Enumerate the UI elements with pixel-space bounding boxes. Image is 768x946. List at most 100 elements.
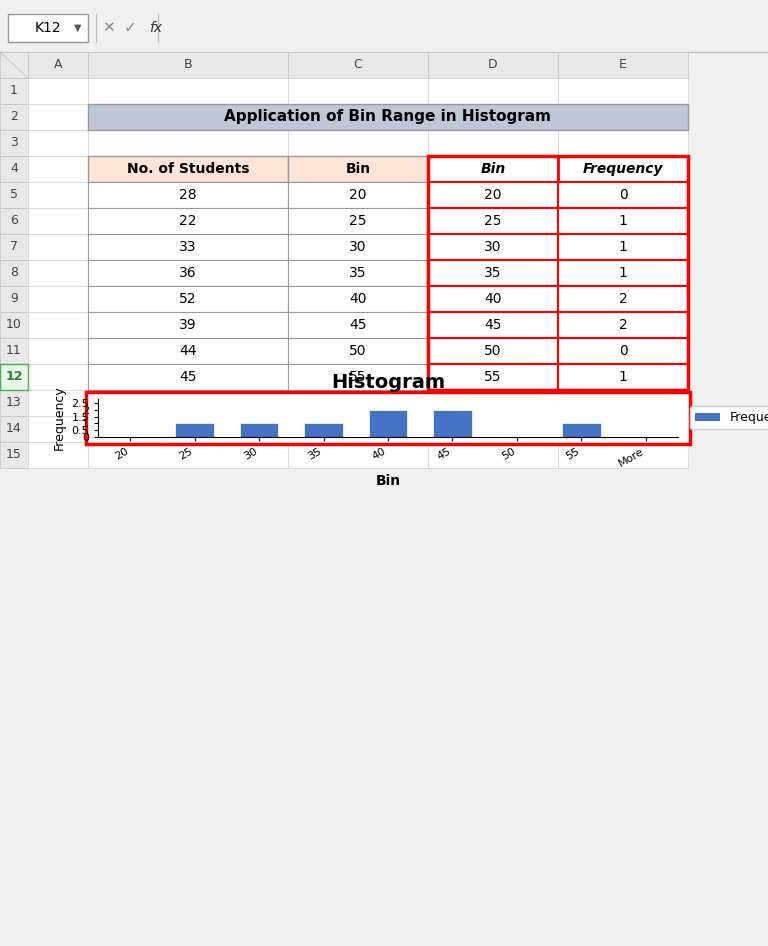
Text: ▼: ▼ xyxy=(74,23,81,33)
Bar xyxy=(288,52,428,78)
Bar xyxy=(428,156,688,390)
Bar xyxy=(428,338,558,364)
Text: 12: 12 xyxy=(5,371,23,383)
Bar xyxy=(0,338,28,364)
Bar xyxy=(428,156,558,182)
Bar xyxy=(240,424,279,437)
Text: 30: 30 xyxy=(485,240,502,254)
Text: 2: 2 xyxy=(619,318,627,332)
Bar xyxy=(0,312,28,338)
Text: 3: 3 xyxy=(10,136,18,149)
Bar xyxy=(88,208,288,234)
Text: 55: 55 xyxy=(349,370,367,384)
Bar xyxy=(558,286,688,312)
Bar xyxy=(88,312,288,338)
Text: Bin: Bin xyxy=(346,162,371,176)
Bar xyxy=(0,442,28,468)
Bar xyxy=(28,78,88,104)
Bar xyxy=(428,208,558,234)
Bar xyxy=(428,130,558,156)
Bar xyxy=(428,364,558,390)
Text: 35: 35 xyxy=(485,266,502,280)
Bar xyxy=(0,364,28,390)
Bar xyxy=(288,416,428,442)
Bar xyxy=(88,182,288,208)
Bar xyxy=(558,390,688,416)
Bar xyxy=(88,260,288,286)
Bar xyxy=(0,286,28,312)
Text: 45: 45 xyxy=(179,370,197,384)
Bar xyxy=(428,312,558,338)
Bar xyxy=(88,286,288,312)
Text: 4: 4 xyxy=(10,163,18,176)
Bar xyxy=(88,416,288,442)
Text: ✕: ✕ xyxy=(101,21,114,36)
Bar xyxy=(88,364,288,390)
Bar xyxy=(88,182,288,208)
Bar xyxy=(288,442,428,468)
Bar xyxy=(28,286,88,312)
Bar xyxy=(558,104,688,130)
Text: 1: 1 xyxy=(10,84,18,97)
Bar xyxy=(428,286,558,312)
Text: 14: 14 xyxy=(6,423,22,435)
Bar xyxy=(558,364,688,390)
Text: 25: 25 xyxy=(349,214,367,228)
Bar xyxy=(288,208,428,234)
Bar xyxy=(88,260,288,286)
Bar xyxy=(28,312,88,338)
Text: 1: 1 xyxy=(618,214,627,228)
Bar xyxy=(558,208,688,234)
Bar xyxy=(288,260,428,286)
Bar xyxy=(428,156,558,182)
Text: 1: 1 xyxy=(618,370,627,384)
Text: 11: 11 xyxy=(6,344,22,358)
Bar xyxy=(428,442,558,468)
Bar xyxy=(288,156,428,182)
Text: 39: 39 xyxy=(179,318,197,332)
Bar xyxy=(558,156,688,182)
Bar xyxy=(558,416,688,442)
Bar xyxy=(428,338,558,364)
Text: 12: 12 xyxy=(6,371,22,383)
Bar xyxy=(558,182,688,208)
Text: 52: 52 xyxy=(179,292,197,306)
Bar xyxy=(88,208,288,234)
Bar xyxy=(558,78,688,104)
Text: 50: 50 xyxy=(485,344,502,358)
Bar xyxy=(0,78,28,104)
Text: 15: 15 xyxy=(6,448,22,462)
Text: 8: 8 xyxy=(10,267,18,279)
Text: D: D xyxy=(488,59,498,72)
Bar xyxy=(558,234,688,260)
Bar xyxy=(288,78,428,104)
Bar xyxy=(88,52,288,78)
Bar xyxy=(288,338,428,364)
Bar xyxy=(0,0,768,52)
Text: 7: 7 xyxy=(10,240,18,254)
Bar xyxy=(88,390,288,416)
Bar xyxy=(428,390,558,416)
Text: 55: 55 xyxy=(485,370,502,384)
Bar xyxy=(28,364,88,390)
Bar xyxy=(28,52,88,78)
Bar xyxy=(288,208,428,234)
Bar xyxy=(28,442,88,468)
Bar xyxy=(558,286,688,312)
Text: 2: 2 xyxy=(10,111,18,124)
Bar xyxy=(428,208,558,234)
Bar xyxy=(558,442,688,468)
Bar xyxy=(433,410,472,437)
Bar xyxy=(88,104,288,130)
Bar xyxy=(288,286,428,312)
Bar xyxy=(428,260,558,286)
Bar xyxy=(558,156,688,182)
Text: 5: 5 xyxy=(10,188,18,201)
Bar xyxy=(558,260,688,286)
Bar xyxy=(28,416,88,442)
Text: 0: 0 xyxy=(619,344,627,358)
Bar xyxy=(88,234,288,260)
Bar xyxy=(558,52,688,78)
Text: Bin: Bin xyxy=(480,162,505,176)
Text: Application of Bin Range in Histogram: Application of Bin Range in Histogram xyxy=(224,110,551,125)
